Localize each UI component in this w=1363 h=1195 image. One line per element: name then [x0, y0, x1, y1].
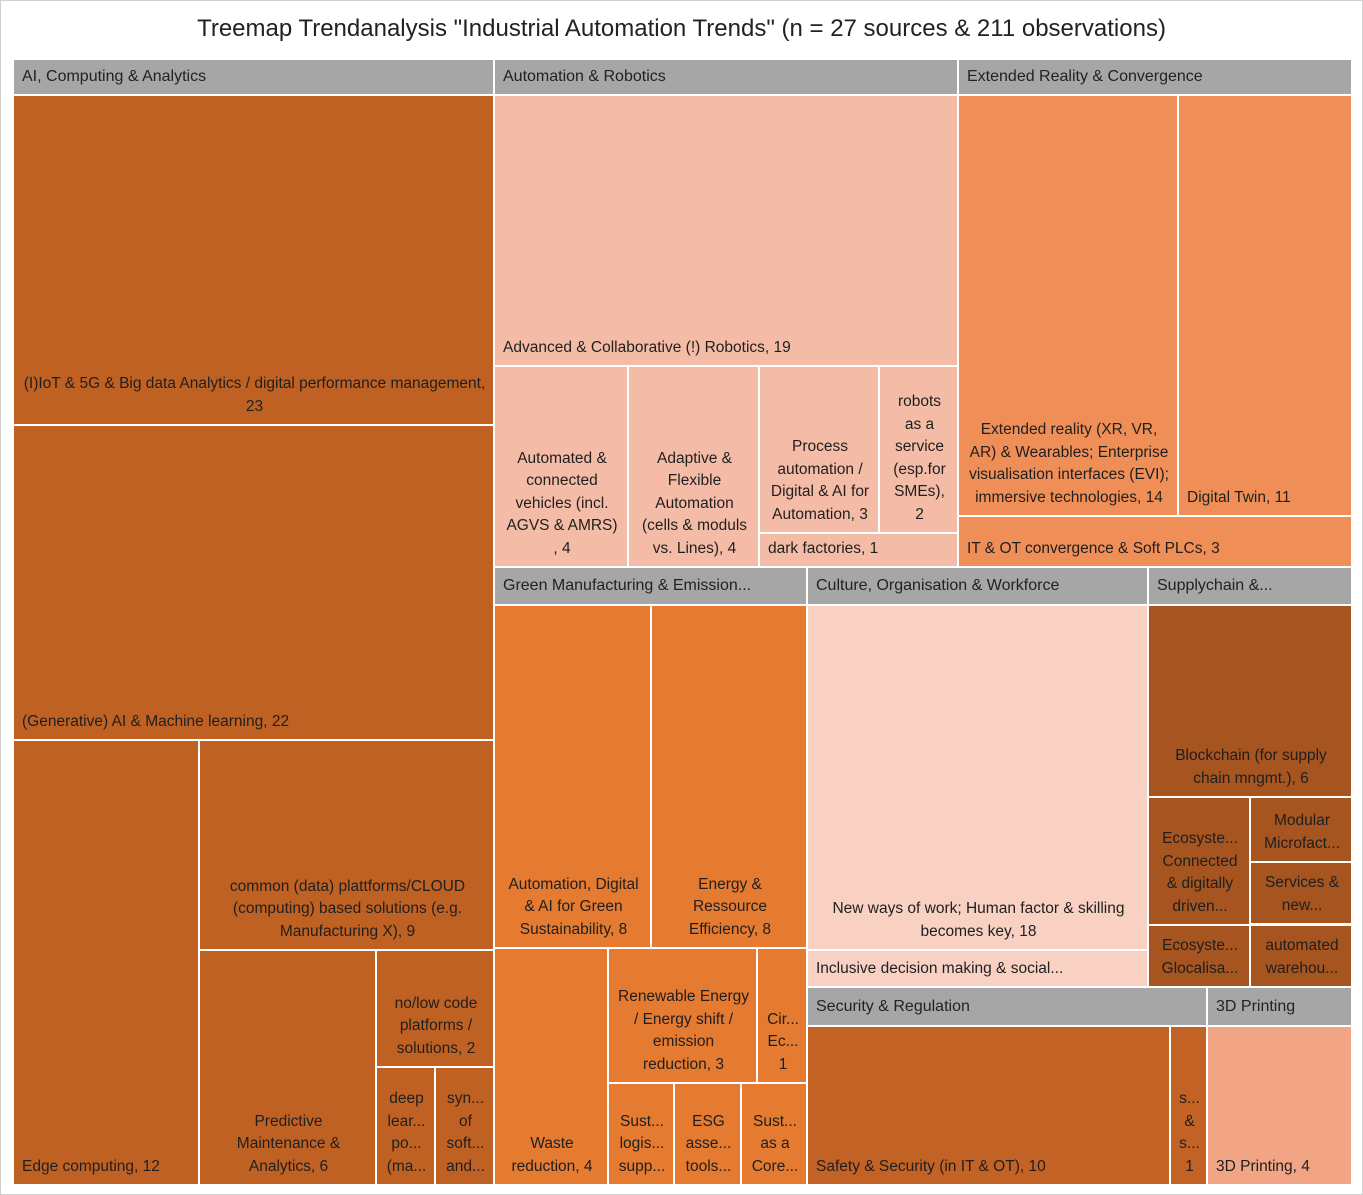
treemap-tile: Sust... logis... supp... — [609, 1084, 673, 1184]
treemap-tile: Edge computing, 12 — [14, 741, 198, 1184]
treemap-tile: ESG asse... tools... — [675, 1084, 740, 1184]
treemap-tile: Renewable Energy / Energy shift / emissi… — [609, 949, 756, 1082]
tile-label: Renewable Energy / Energy shift / emissi… — [618, 988, 749, 1073]
treemap-tile: dark factories, 1 — [760, 534, 957, 566]
treemap-tile: no/low code platforms / solutions, 2 — [377, 951, 493, 1066]
treemap-tile: robots as a service (esp.for SMEs), 2 — [880, 367, 957, 532]
tile-label: 3D Printing, 4 — [1216, 1157, 1310, 1175]
group-header: Security & Regulation — [808, 988, 1206, 1025]
tile-label: Ecosyste... Glocalisa... — [1161, 937, 1239, 977]
treemap-tile: 3D Printing, 4 — [1208, 1027, 1351, 1184]
tile-label: Inclusive decision making & social... — [816, 959, 1064, 977]
tile-label: Advanced & Collaborative (!) Robotics, 1… — [503, 338, 791, 356]
group-header: Green Manufacturing & Emission... — [495, 568, 806, 604]
tile-label: Blockchain (for supply chain mngmt.), 6 — [1175, 747, 1327, 787]
tile-label: Sust... as a Core... — [751, 1112, 799, 1175]
tile-label: Safety & Security (in IT & OT), 10 — [816, 1157, 1046, 1175]
tile-label: Ecosyste... Connected & digitally driven… — [1162, 830, 1238, 915]
treemap-tile: Inclusive decision making & social... — [808, 951, 1147, 986]
tile-label: Process automation / Digital & AI for Au… — [770, 438, 870, 523]
treemap-tile: Automated & connected vehicles (incl. AG… — [495, 367, 627, 566]
treemap-tile: common (data) plattforms/CLOUD (computin… — [200, 741, 493, 949]
treemap-tile: Services & new... — [1251, 863, 1351, 923]
tile-label: Automated & connected vehicles (incl. AG… — [506, 449, 618, 557]
treemap-tile: Cir... Ec... 1 — [758, 949, 806, 1082]
tile-label: Predictive Maintenance & Analytics, 6 — [236, 1112, 341, 1175]
treemap-tile: Ecosyste... Glocalisa... — [1149, 926, 1249, 986]
tile-label: deep lear... po... (ma... — [386, 1090, 427, 1175]
group-header: Extended Reality & Convergence — [959, 60, 1351, 94]
tile-label: (Generative) AI & Machine learning, 22 — [22, 712, 290, 730]
group-header: 3D Printing — [1208, 988, 1351, 1025]
tile-label: common (data) plattforms/CLOUD (computin… — [229, 877, 466, 940]
tile-label: automated warehou... — [1265, 937, 1339, 977]
treemap-tile: IT & OT convergence & Soft PLCs, 3 — [959, 517, 1351, 566]
treemap-tile: Modular Microfact... — [1251, 798, 1351, 861]
treemap-tile: Waste reduction, 4 — [495, 949, 607, 1184]
treemap-tile: Automation, Digital & AI for Green Susta… — [495, 606, 650, 947]
chart-title: Treemap Trendanalysis "Industrial Automa… — [197, 15, 1166, 42]
tile-label: Energy & Ressource Efficiency, 8 — [688, 875, 772, 938]
tile-label: Sust... logis... supp... — [618, 1112, 666, 1175]
treemap-tile: Adaptive & Flexible Automation (cells & … — [629, 367, 758, 566]
treemap-tile: deep lear... po... (ma... — [377, 1068, 434, 1184]
tile-label: IT & OT convergence & Soft PLCs, 3 — [967, 539, 1220, 557]
tile-label: New ways of work; Human factor & skillin… — [832, 900, 1125, 940]
treemap-tile: Sust... as a Core... — [742, 1084, 806, 1184]
tile-label: ESG asse... tools... — [685, 1112, 732, 1175]
treemap-tile: Advanced & Collaborative (!) Robotics, 1… — [495, 96, 957, 365]
treemap-tile: s... & s... 1 — [1171, 1027, 1206, 1184]
tile-label: Digital Twin, 11 — [1187, 488, 1291, 506]
treemap-tile: New ways of work; Human factor & skillin… — [808, 606, 1147, 949]
tile-label: robots as a service (esp.for SMEs), 2 — [893, 393, 946, 523]
group-header: AI, Computing & Analytics — [14, 60, 493, 94]
tile-label: Services & new... — [1264, 874, 1340, 914]
treemap-tile: Ecosyste... Connected & digitally driven… — [1149, 798, 1249, 924]
tile-label: Modular Microfact... — [1264, 812, 1340, 852]
treemap-tile: Safety & Security (in IT & OT), 10 — [808, 1027, 1169, 1184]
treemap-tile: Digital Twin, 11 — [1179, 96, 1351, 515]
tile-label: Waste reduction, 4 — [511, 1135, 593, 1175]
group-header: Automation & Robotics — [495, 60, 957, 94]
treemap-tile: (I)IoT & 5G & Big data Analytics / digit… — [14, 96, 493, 424]
tile-label: s... & s... 1 — [1179, 1090, 1200, 1175]
tile-label: Cir... Ec... 1 — [767, 1010, 799, 1073]
tile-label: no/low code platforms / solutions, 2 — [394, 994, 478, 1057]
tile-label: Extended reality (XR, VR, AR) & Wearable… — [969, 421, 1169, 506]
treemap-tile: Predictive Maintenance & Analytics, 6 — [200, 951, 375, 1184]
treemap-tile: Extended reality (XR, VR, AR) & Wearable… — [959, 96, 1177, 515]
treemap-tile: Energy & Ressource Efficiency, 8 — [652, 606, 806, 947]
tile-label: dark factories, 1 — [768, 539, 879, 557]
group-header: Supplychain &... — [1149, 568, 1351, 604]
tile-label: Adaptive & Flexible Automation (cells & … — [641, 449, 748, 557]
tile-label: Edge computing, 12 — [22, 1157, 160, 1175]
tile-label: Automation, Digital & AI for Green Susta… — [508, 875, 639, 938]
treemap-tile: Blockchain (for supply chain mngmt.), 6 — [1149, 606, 1351, 796]
treemap-tile: automated warehou... — [1251, 926, 1351, 986]
treemap-tile: syn... of soft... and... — [436, 1068, 493, 1184]
tile-label: (I)IoT & 5G & Big data Analytics / digit… — [23, 375, 486, 415]
treemap-tile: (Generative) AI & Machine learning, 22 — [14, 426, 493, 739]
group-header: Culture, Organisation & Workforce — [808, 568, 1147, 604]
treemap-tile: Process automation / Digital & AI for Au… — [760, 367, 878, 532]
tile-label: syn... of soft... and... — [446, 1090, 485, 1175]
